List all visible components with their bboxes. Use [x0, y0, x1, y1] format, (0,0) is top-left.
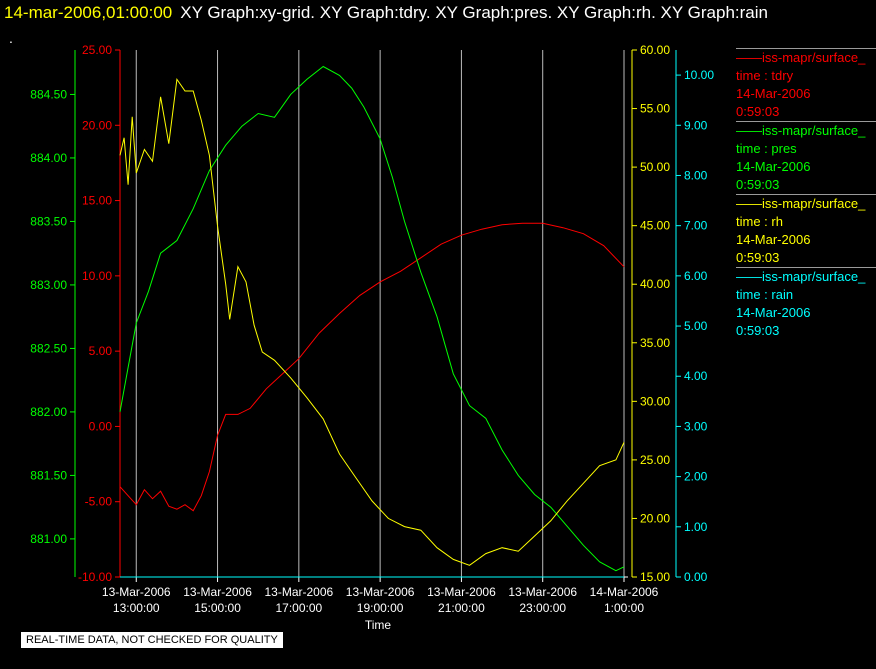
legend-source: ——iss-mapr/surface_: [736, 50, 866, 65]
pres-tick-label: 881.50: [30, 468, 67, 482]
legend-time: 0:59:03: [736, 104, 780, 119]
rain-tick-label: 5.00: [684, 319, 708, 333]
legend-entry-rh[interactable]: ——iss-mapr/surface_ time : rh 14-Mar-200…: [736, 194, 876, 267]
legend-time: 0:59:03: [736, 177, 780, 192]
tdry-tick-label: 15.00: [82, 194, 112, 208]
timestamp: 14-mar-2006,01:00:00: [4, 3, 173, 22]
quality-notice: REAL-TIME DATA, NOT CHECKED FOR QUALITY: [20, 631, 284, 649]
tdry-tick-label: -5.00: [85, 495, 113, 509]
x-tick-label: 13-Mar-2006: [427, 585, 496, 599]
x-tick-label: 13-Mar-2006: [183, 585, 252, 599]
x-tick-label: 15:00:00: [194, 601, 241, 615]
x-tick-label: 19:00:00: [357, 601, 404, 615]
legend-source: ——iss-mapr/surface_: [736, 196, 866, 211]
rh-tick-label: 25.00: [640, 453, 670, 467]
pres-tick-label: 884.50: [30, 87, 67, 101]
rain-tick-label: 7.00: [684, 219, 708, 233]
x-tick-label: 13-Mar-2006: [346, 585, 415, 599]
rain-tick-label: 6.00: [684, 269, 708, 283]
rain-tick-label: 2.00: [684, 470, 708, 484]
xy-graph[interactable]: 13-Mar-2006 13:00:00 13-Mar-2006 15:00:00 13…: [0, 0, 736, 630]
rain-tick-label: 9.00: [684, 118, 708, 132]
legend-date: 14-Mar-2006: [736, 232, 811, 247]
legend-variable: time : pres: [736, 141, 797, 156]
rain-tick-label: 3.00: [684, 419, 708, 433]
rh-tick-label: 35.00: [640, 336, 670, 350]
x-tick-label: 23:00:00: [519, 601, 566, 615]
pres-tick-label: 882.50: [30, 341, 67, 355]
rh-tick-label: 60.00: [640, 43, 670, 57]
rh-tick-label: 15.00: [640, 570, 670, 584]
x-tick-label: 13-Mar-2006: [508, 585, 577, 599]
rain-tick-label: 1.00: [684, 520, 708, 534]
rh-tick-label: 55.00: [640, 102, 670, 116]
corner-mark: .: [9, 30, 13, 46]
rh-tick-label: 20.00: [640, 511, 670, 525]
x-tick-label: 1:00:00: [604, 601, 644, 615]
pres-tick-label: 883.00: [30, 278, 67, 292]
tdry-tick-label: 20.00: [82, 118, 112, 132]
legend-variable: time : tdry: [736, 68, 794, 83]
legend-source: ——iss-mapr/surface_: [736, 269, 866, 284]
series-line-rh: [119, 77, 625, 566]
legend-variable: time : rain: [736, 287, 794, 302]
rain-tick-label: 0.00: [684, 570, 708, 584]
x-tick-label: 13:00:00: [113, 601, 160, 615]
x-tick-label: 14-Mar-2006: [590, 585, 659, 599]
header-bar: 14-mar-2006,01:00:00 XY Graph:xy-grid. XY…: [4, 2, 768, 24]
legend-date: 14-Mar-2006: [736, 305, 811, 320]
rh-tick-label: 30.00: [640, 394, 670, 408]
rain-tick-label: 10.00: [684, 68, 714, 82]
tdry-tick-label: 25.00: [82, 43, 112, 57]
rh-tick-label: 40.00: [640, 277, 670, 291]
legend-entry-tdry[interactable]: ——iss-mapr/surface_ time : tdry 14-Mar-2…: [736, 48, 876, 121]
legend-source: ——iss-mapr/surface_: [736, 123, 866, 138]
legend-variable: time : rh: [736, 214, 783, 229]
pres-tick-label: 884.00: [30, 151, 67, 165]
series-line-tdry: [119, 222, 625, 512]
legend-entry-rain[interactable]: ——iss-mapr/surface_ time : rain 14-Mar-2…: [736, 267, 876, 340]
x-tick-label: 21:00:00: [438, 601, 485, 615]
legend-date: 14-Mar-2006: [736, 86, 811, 101]
legend: ——iss-mapr/surface_ time : tdry 14-Mar-2…: [736, 48, 876, 340]
legend-date: 14-Mar-2006: [736, 159, 811, 174]
pres-tick-label: 881.00: [30, 532, 67, 546]
tdry-tick-label: 0.00: [89, 419, 113, 433]
rh-tick-label: 50.00: [640, 160, 670, 174]
legend-time: 0:59:03: [736, 250, 780, 265]
pres-tick-label: 882.00: [30, 405, 67, 419]
rain-tick-label: 4.00: [684, 369, 708, 383]
x-axis-title: Time: [365, 618, 392, 630]
x-tick-label: 13-Mar-2006: [102, 585, 171, 599]
series-line-pres: [119, 65, 625, 572]
pres-tick-label: 883.50: [30, 214, 67, 228]
tdry-tick-label: -10.00: [78, 570, 112, 584]
rain-tick-label: 8.00: [684, 168, 708, 182]
x-tick-label: 17:00:00: [275, 601, 322, 615]
legend-entry-pres[interactable]: ——iss-mapr/surface_ time : pres 14-Mar-2…: [736, 121, 876, 194]
tdry-tick-label: 5.00: [89, 344, 113, 358]
graph-titles: XY Graph:xy-grid. XY Graph:tdry. XY Grap…: [180, 3, 768, 22]
x-tick-label: 13-Mar-2006: [264, 585, 333, 599]
rh-tick-label: 45.00: [640, 219, 670, 233]
tdry-tick-label: 10.00: [82, 269, 112, 283]
legend-time: 0:59:03: [736, 323, 780, 338]
